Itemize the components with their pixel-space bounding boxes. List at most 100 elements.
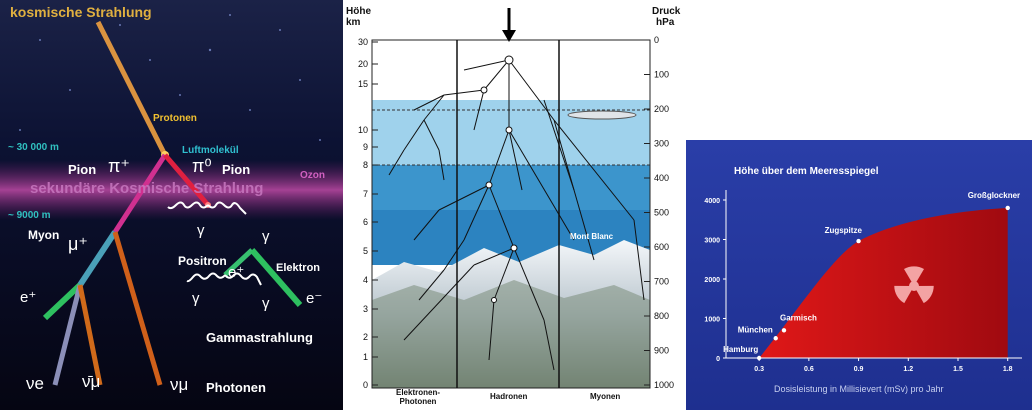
y-tick-label: 1000 [704,317,720,324]
km-tick-label: 15 [358,79,368,89]
arrow-head-icon [502,30,516,42]
nu-e-symbol: νe [26,374,44,393]
label-mont-blanc: Mont Blanc [570,232,614,241]
label-pion-plus: Pion [68,162,97,177]
label-pion-zero: Pion [222,162,251,177]
km-tick-label: 6 [363,217,368,227]
y-tick-label: 4000 [704,198,720,205]
nu-mu-bar-track [77,284,103,386]
km-tick-label: 3 [363,304,368,314]
column-myonen: Myonen [590,392,621,401]
label-elektron: Elektron [276,262,321,274]
point-label: Hamburg [723,345,758,354]
point-label: Zugspitze [825,226,863,235]
km-tick-label: 9 [363,142,368,152]
hpa-tick-label: 200 [654,104,669,114]
dose-chart-title: Höhe über dem Meeresspiegel [734,166,879,177]
radiation-icon [894,266,934,304]
point-label: Garmisch [780,313,817,322]
x-tick-label: 1.8 [1003,366,1013,373]
axis-unit-hpa: hPa [656,17,675,28]
e-minus-symbol: e⁻ [306,290,323,307]
x-tick-label: 0.9 [854,366,864,373]
gamma-wave [167,201,209,210]
axis-title-hoehe: Höhe [346,6,371,17]
nu-mu-symbol: νμ [170,375,189,394]
km-tick-label: 7 [363,189,368,199]
dose-chart: 0 1000 2000 3000 4000 0.3 0.6 0.9 1.2 1.5 1.8 Hamb… [686,140,1032,410]
gamma-symbol-2: γ [262,228,270,245]
positron-track [223,248,254,277]
point-label: Großglockner [968,191,1020,200]
label-photonen: Photonen [206,380,266,395]
cascade-illustration [0,0,343,410]
y-tick-label: 0 [716,356,720,363]
pi-zero-symbol: π⁰ [192,156,212,176]
km-tick-label: 20 [358,59,368,69]
point-label: München [738,325,773,334]
shower-tracks [388,59,645,371]
pion-plus-track [112,153,168,234]
data-point [781,328,787,333]
label-30000m: ~ 30 000 m [8,142,59,153]
km-tick-label: 10 [358,125,368,135]
km-tick-label: 30 [358,37,368,47]
data-point [856,238,861,244]
gamma-wave [224,272,262,286]
pion-zero-track [163,153,210,207]
y-tick-label: 3000 [704,238,720,245]
hpa-tick-label: 100 [654,70,669,80]
ozone-band [0,160,343,220]
gamma-symbol-3: γ [192,290,200,307]
nu-e-track [52,284,83,386]
x-tick-label: 1.2 [903,366,913,373]
hpa-tick-label: 700 [654,277,669,287]
airplane-icon [567,110,637,120]
label-sekundaer: sekundäre Kosmische Strahlung [30,180,264,197]
dose-x-axis-label: Dosisleistung in Millisievert (mSv) pro … [774,384,944,394]
hpa-tick-label: 800 [654,311,669,321]
gamma-wave [207,201,247,215]
hpa-tick-label: 1000 [654,380,674,390]
gamma-symbol-4: γ [262,295,270,312]
label-9000m: ~ 9000 m [8,210,51,221]
axis-unit-km: km [346,17,361,28]
km-tick-label: 2 [363,332,368,342]
hpa-axis: 0 100 200 300 400 500 600 700 800 900 1000 [644,35,674,390]
column-hadronen: Hadronen [490,392,528,401]
label-protonen: Protonen [153,113,197,124]
hpa-tick-label: 0 [654,35,659,45]
hpa-tick-label: 400 [654,173,669,183]
label-positron: Positron [178,254,227,268]
pi-plus-symbol: π⁺ [108,156,130,176]
nu-mu-bar-symbol: ν̄μ [82,372,101,391]
label-myon: Myon [28,228,60,242]
proton-track [95,20,168,157]
km-tick-label: 8 [363,160,368,170]
hpa-tick-label: 300 [654,139,669,149]
km-tick-label: 5 [363,246,368,256]
dose-chart-panel: 0 1000 2000 3000 4000 0.3 0.6 0.9 1.2 1.5 1.8 Hamb… [686,140,1032,410]
hpa-tick-label: 600 [654,242,669,252]
label-luftmolekuel: Luftmolekül [182,145,239,156]
label-ozon: Ozon [300,170,325,181]
e-plus-symbol-1: e⁺ [20,289,37,306]
nu-mu-track [112,231,163,386]
positron-track [42,282,83,321]
data-point [756,355,762,361]
column-elektronen-photonen: Elektronen-Photonen [395,388,440,406]
mu-plus-symbol: μ⁺ [68,234,88,254]
air-shower-panel: 30 20 15 10 9 8 7 6 5 4 3 2 1 0 0 100 200 300 400 500 600 70… [344,0,689,410]
muon-track [77,230,118,287]
gamma-symbol-1: γ [197,222,205,239]
cosmic-ray-panel: kosmische Strahlung Protonen ~ 30 000 m … [0,0,343,410]
hpa-tick-label: 900 [654,346,669,356]
x-tick-label: 0.3 [754,366,764,373]
data-point [1005,205,1010,211]
gamma-wave [186,272,226,283]
data-point [773,336,778,341]
km-tick-label: 1 [363,352,368,362]
hpa-tick-label: 500 [654,208,669,218]
